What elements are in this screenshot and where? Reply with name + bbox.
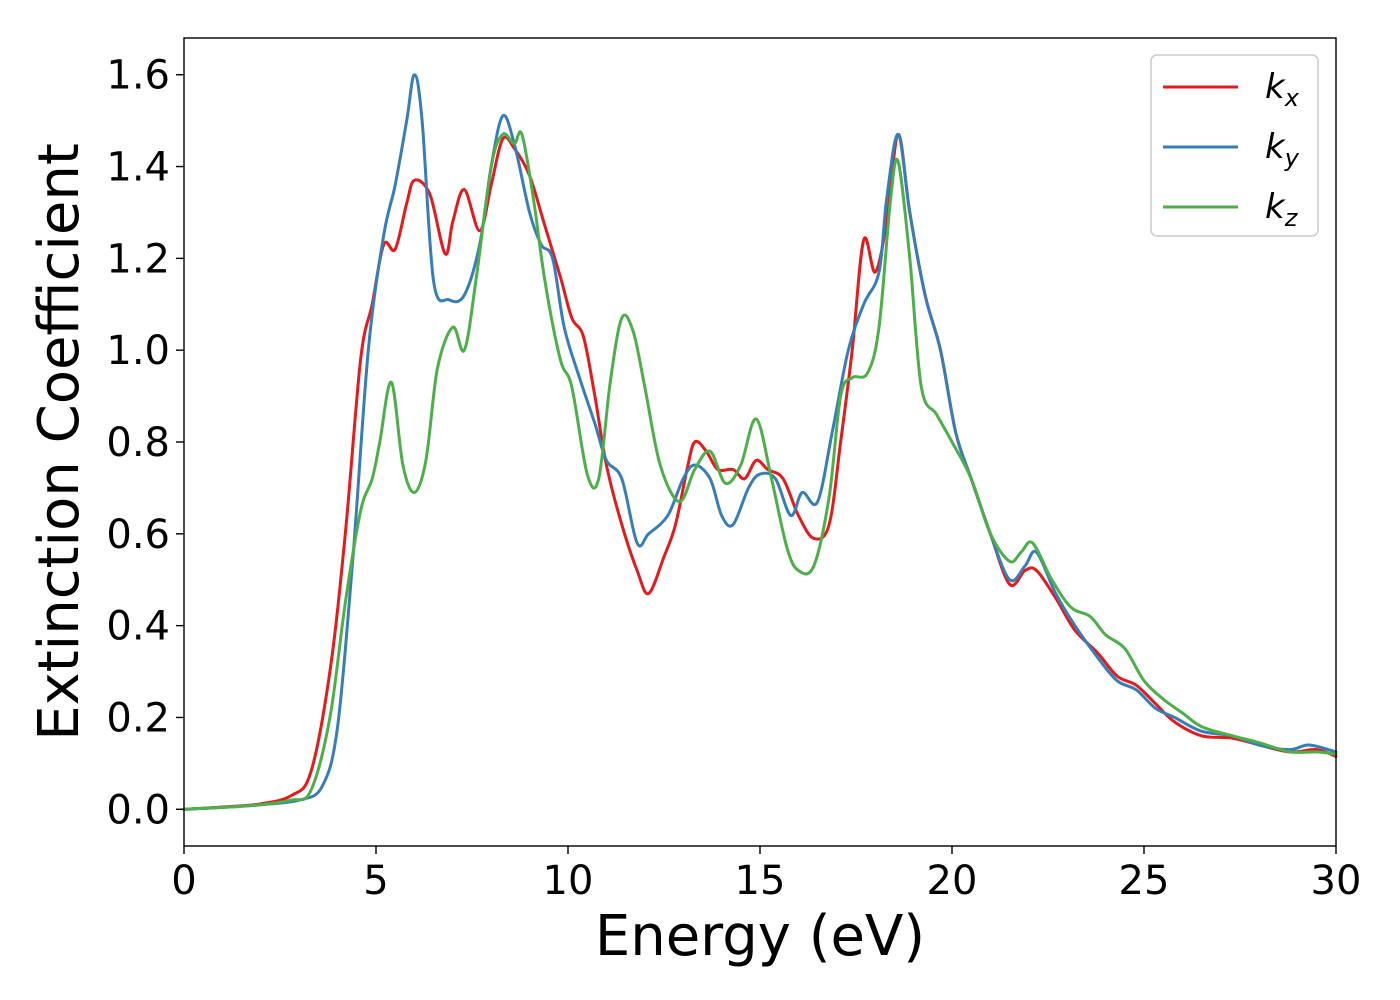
legend-items: kx ky kz bbox=[1163, 67, 1300, 232]
series-line-kz bbox=[182, 130, 1338, 811]
x-tick-label: 10 bbox=[543, 858, 594, 904]
x-tick-label: 5 bbox=[363, 858, 388, 904]
x-tick-label: 20 bbox=[927, 858, 978, 904]
legend-label-ky: ky bbox=[1265, 127, 1300, 172]
x-tick-label: 15 bbox=[735, 858, 786, 904]
y-tick-label: 1.0 bbox=[106, 328, 170, 374]
legend: kx ky kz bbox=[1150, 54, 1319, 237]
y-tick-label: 0.6 bbox=[106, 512, 170, 558]
y-tick-label: 0.0 bbox=[106, 787, 170, 833]
ticks-layer: 0 5 10 15 20 25 30 0.0 0.2 0.4 0.6 0.8 1.0 1.2 1.4 1.6 bbox=[106, 53, 1361, 904]
x-axis-label: Energy (eV) bbox=[595, 904, 925, 969]
y-tick-label: 1.6 bbox=[106, 53, 170, 99]
y-tick-label: 1.4 bbox=[106, 145, 170, 191]
series-line-ky bbox=[182, 73, 1338, 811]
y-tick-label: 0.8 bbox=[106, 420, 170, 466]
y-tick-label: 0.4 bbox=[106, 604, 170, 650]
y-tick-label: 0.2 bbox=[106, 695, 170, 741]
legend-label-kx: kx bbox=[1265, 67, 1300, 112]
legend-label-kz: kz bbox=[1265, 187, 1299, 232]
x-tick-label: 0 bbox=[171, 858, 196, 904]
y-axis-label: Extinction Coefficient bbox=[27, 143, 92, 741]
y-tick-label: 1.2 bbox=[106, 236, 170, 282]
x-tick-label: 30 bbox=[1311, 858, 1362, 904]
series-layer bbox=[182, 73, 1338, 811]
x-tick-label: 25 bbox=[1119, 858, 1170, 904]
